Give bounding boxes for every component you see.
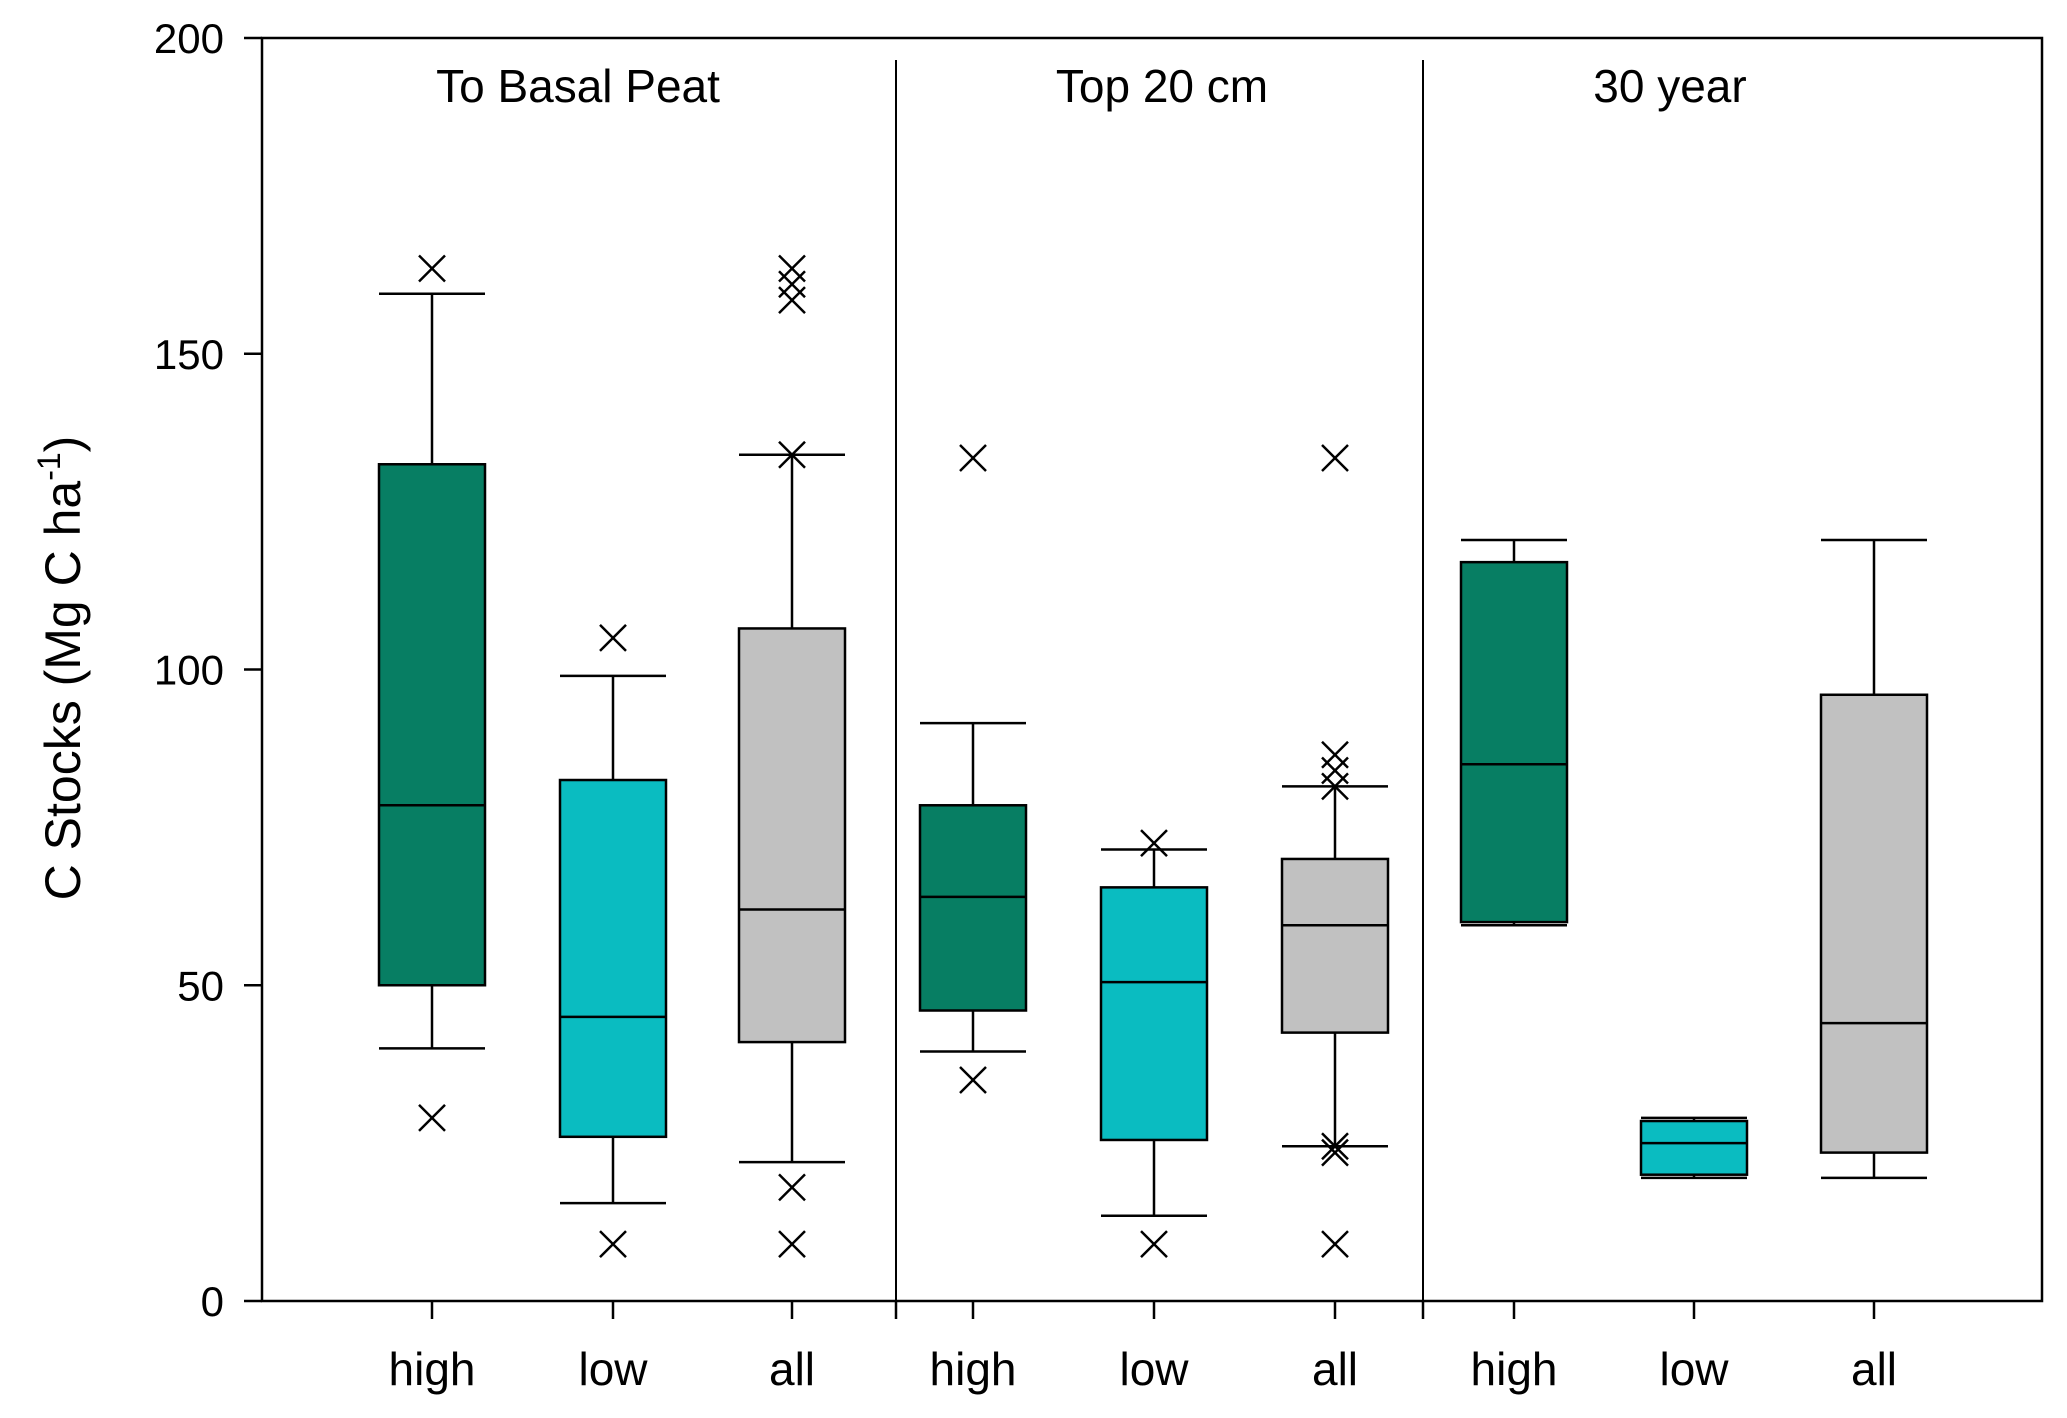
outlier-marker (599, 624, 627, 652)
y-tick-label: 200 (154, 15, 224, 62)
x-tick-label: high (930, 1343, 1017, 1395)
box-high (918, 444, 1028, 1094)
y-axis: 0 50 100 150 200 (154, 15, 262, 1325)
x-tick-label: low (1119, 1343, 1189, 1395)
x-tick-label: high (389, 1343, 476, 1395)
y-axis-label-main: C Stocks (Mg C ha (35, 481, 91, 901)
outlier-marker (599, 1230, 627, 1259)
y-tick-label: 0 (201, 1278, 224, 1325)
box-high (1459, 538, 1569, 927)
x-tick-label: all (1851, 1343, 1897, 1395)
y-axis-label-close: ) (35, 436, 91, 453)
box-iqr (558, 778, 668, 1139)
x-tick-label: all (1312, 1343, 1358, 1395)
outlier-marker (778, 1230, 806, 1259)
outlier-marker (418, 1103, 446, 1132)
outlier-marker (778, 270, 806, 299)
panel-title: Top 20 cm (1056, 60, 1268, 112)
outlier-marker (778, 440, 806, 469)
box-low (1099, 829, 1209, 1259)
box-iqr (737, 627, 847, 1044)
outlier-marker (778, 254, 806, 283)
outlier-marker (778, 1173, 806, 1202)
panel-dividers (895, 60, 1424, 1301)
outlier-marker (1321, 1230, 1349, 1259)
y-tick-label: 150 (154, 331, 224, 378)
panel-titles: To Basal Peat Top 20 cm 30 year (436, 60, 1747, 112)
outlier-marker (778, 286, 806, 314)
outlier-marker (1321, 1132, 1349, 1161)
outlier-marker (1321, 756, 1349, 785)
box-iqr (1639, 1119, 1749, 1176)
box-iqr (1819, 693, 1929, 1154)
box-iqr (1099, 886, 1209, 1142)
y-tick-label: 50 (177, 962, 224, 1009)
outlier-marker (1321, 444, 1349, 472)
x-tick-label: high (1471, 1343, 1558, 1395)
outlier-marker (959, 1066, 987, 1094)
boxes (377, 254, 1929, 1259)
outlier-marker (1140, 829, 1168, 858)
outlier-marker (1321, 1138, 1349, 1167)
box-iqr (377, 463, 487, 987)
x-tick-label: low (1659, 1343, 1729, 1395)
box-iqr (1459, 560, 1569, 924)
outlier-marker (1321, 740, 1349, 769)
y-tick-label: 100 (154, 647, 224, 694)
box-all (737, 254, 847, 1259)
y-axis-label: C Stocks (Mg C ha-1) (31, 436, 91, 901)
box-high (377, 254, 487, 1132)
outlier-marker (418, 254, 446, 283)
box-iqr (1280, 857, 1390, 1034)
box-all (1280, 444, 1390, 1259)
x-tick-label: low (578, 1343, 648, 1395)
x-axis: high low all high low all high low all (389, 1301, 1897, 1395)
box-all (1819, 538, 1929, 1180)
x-tick-label: all (769, 1343, 815, 1395)
y-axis-label-superscript: -1 (31, 452, 67, 480)
outlier-marker (1140, 1230, 1168, 1259)
box-low (558, 624, 668, 1259)
box-low (1639, 1116, 1749, 1180)
panel-title: To Basal Peat (436, 60, 720, 112)
outlier-marker (959, 444, 987, 472)
box-iqr (918, 804, 1028, 1012)
panel-title: 30 year (1593, 60, 1746, 112)
